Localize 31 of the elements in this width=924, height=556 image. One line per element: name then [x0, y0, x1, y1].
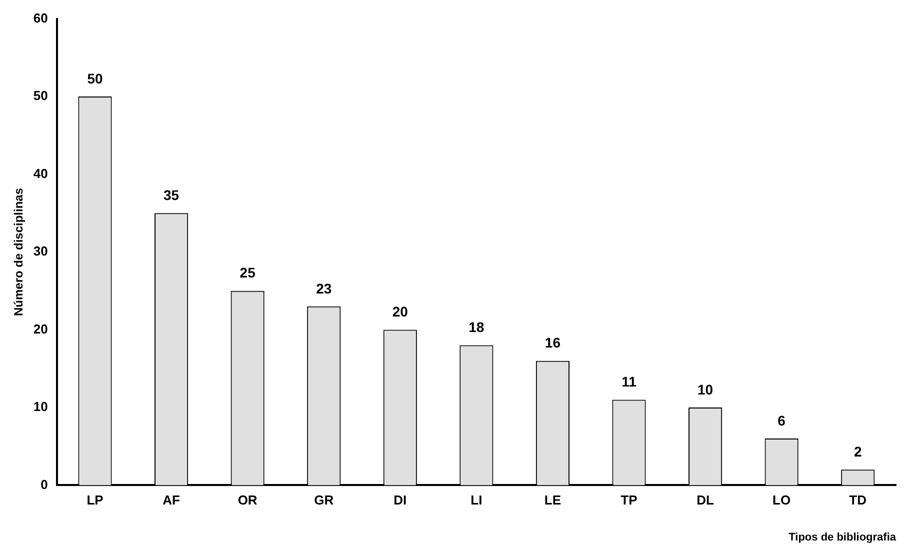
data-label: 50	[87, 70, 103, 86]
y-tick-label: 40	[33, 166, 48, 181]
x-tick-label: TD	[849, 492, 867, 508]
y-tick-label: 50	[33, 88, 48, 104]
x-tick-label: LO	[772, 492, 791, 508]
y-axis-title: Número de disciplinas	[12, 188, 26, 316]
data-label: 16	[544, 334, 561, 351]
y-tick-label: 20	[33, 321, 48, 336]
x-tick-label: LI	[470, 492, 482, 508]
x-tick-label: DI	[394, 492, 407, 508]
data-label: 35	[164, 186, 180, 203]
data-label: 6	[778, 412, 786, 428]
data-label: 20	[392, 304, 408, 320]
data-label: 10	[697, 381, 714, 398]
x-tick-label: GR	[314, 492, 334, 508]
data-label: 18	[468, 319, 484, 336]
y-tick-label: 30	[33, 244, 48, 259]
data-label: 11	[622, 374, 637, 390]
x-tick-label: AF	[162, 492, 180, 508]
y-tick-label: 60	[33, 10, 48, 26]
x-axis-title: Tipos de bibliografia	[788, 531, 897, 544]
x-tick-label: LE	[544, 492, 562, 508]
data-label: 2	[854, 444, 862, 460]
x-tick-label: DL	[696, 492, 714, 508]
x-tick-label: OR	[238, 492, 258, 508]
y-tick-label: 0	[40, 476, 48, 492]
x-tick-label: LP	[86, 492, 104, 508]
x-tick-label: TP	[620, 492, 638, 508]
data-label: 25	[240, 264, 256, 281]
y-tick-label: 10	[33, 399, 48, 414]
data-label: 23	[316, 280, 332, 296]
